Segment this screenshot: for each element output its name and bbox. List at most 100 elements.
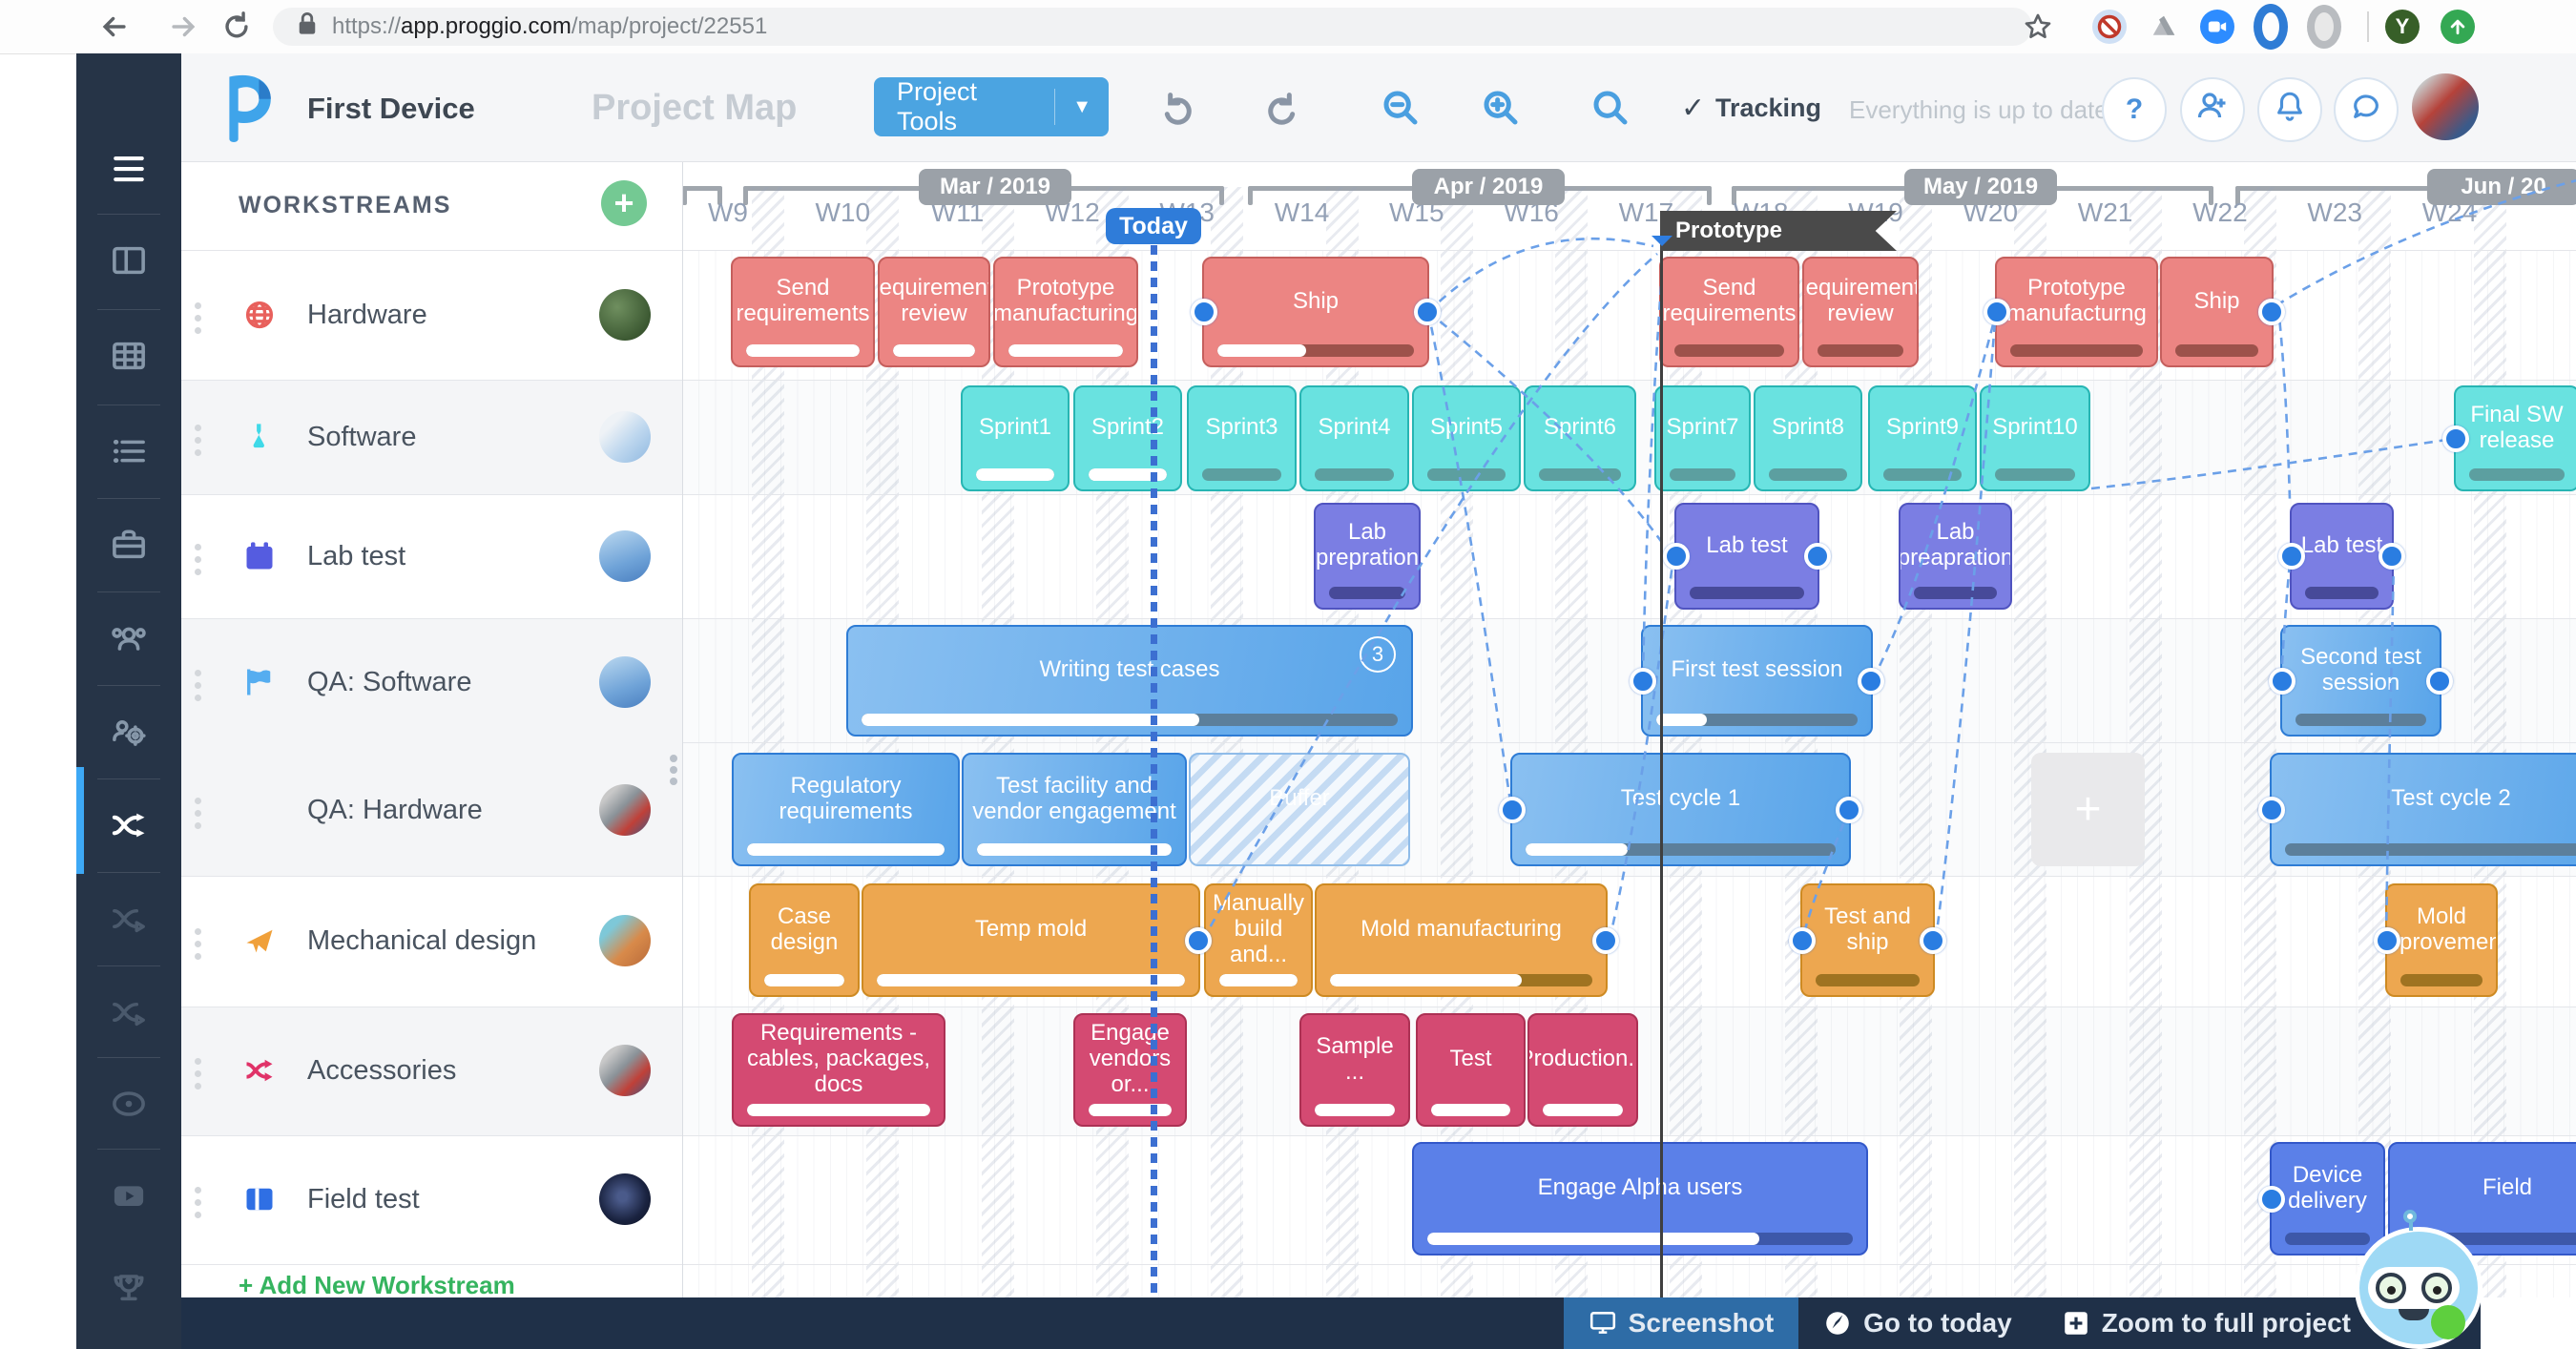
workstream-row[interactable]: Hardware: [181, 282, 682, 347]
task-bar-test[interactable]: Test: [1416, 1013, 1526, 1127]
workstream-avatar[interactable]: [599, 656, 651, 708]
task-bar-test-and-ship[interactable]: Test and ship: [1800, 883, 1935, 997]
connector-dot[interactable]: [2374, 926, 2400, 954]
workstream-row[interactable]: Software: [181, 405, 682, 469]
workstream-avatar[interactable]: [599, 530, 651, 582]
browser-forward-icon[interactable]: [164, 8, 202, 46]
workstream-avatar[interactable]: [599, 915, 651, 966]
invite-user-button[interactable]: [2180, 77, 2245, 142]
drag-handle[interactable]: [195, 664, 201, 707]
extension-drive-icon[interactable]: [2147, 10, 2181, 44]
task-bar-mold-manufacturing[interactable]: Mold manufacturing: [1315, 883, 1608, 997]
connector-dot[interactable]: [1858, 667, 1884, 695]
drag-handle[interactable]: [195, 1181, 201, 1224]
connector-dot[interactable]: [1663, 543, 1690, 570]
connector-dot[interactable]: [1414, 299, 1441, 325]
workstream-avatar[interactable]: [599, 289, 651, 341]
workstream-row[interactable]: QA: Software: [181, 650, 682, 715]
connector-dot[interactable]: [1789, 926, 1816, 954]
connector-dot[interactable]: [2278, 543, 2305, 570]
connector-dot[interactable]: [1630, 667, 1656, 695]
connector-dot[interactable]: [1920, 926, 1946, 954]
task-bar-ship[interactable]: Ship: [2160, 257, 2274, 367]
connector-dot[interactable]: [2258, 796, 2285, 823]
drag-handle[interactable]: [195, 1052, 201, 1095]
add-workstream-button[interactable]: +: [601, 180, 647, 226]
task-bar-final-sw-release[interactable]: Final SW release: [2454, 385, 2576, 491]
workstream-avatar[interactable]: [599, 1045, 651, 1096]
workstream-avatar[interactable]: [599, 1173, 651, 1225]
workstream-avatar[interactable]: [599, 784, 651, 836]
connector-dot[interactable]: [2442, 425, 2469, 452]
sidebar-item-menu[interactable]: [76, 135, 181, 202]
workstream-row[interactable]: Mechanical design: [181, 908, 682, 973]
task-bar-sample-[interactable]: Sample ...: [1299, 1013, 1410, 1127]
task-bar-sprint2[interactable]: Sprint2: [1073, 385, 1182, 491]
bookmark-star-icon[interactable]: [2019, 8, 2057, 46]
task-bar-engage-alpha-users[interactable]: Engage Alpha users: [1412, 1142, 1868, 1256]
sidebar-item-shuffle-alt[interactable]: [76, 885, 181, 952]
search-button[interactable]: [1587, 84, 1634, 132]
task-bar-sprint1[interactable]: Sprint1: [961, 385, 1070, 491]
task-bar-sprint9[interactable]: Sprint9: [1868, 385, 1977, 491]
drag-handle[interactable]: [195, 792, 201, 835]
connector-dot[interactable]: [1592, 926, 1619, 954]
task-bar-sprint6[interactable]: Sprint6: [1524, 385, 1636, 491]
sidebar-item-shuffle-active[interactable]: [76, 792, 181, 859]
task-bar-sprint4[interactable]: Sprint4: [1299, 385, 1409, 491]
connector-dot[interactable]: [2269, 667, 2296, 695]
connector-dot[interactable]: [1984, 299, 2010, 325]
screenshot-button[interactable]: Screenshot: [1563, 1297, 1799, 1349]
project-tools-button[interactable]: Project Tools ▼: [874, 77, 1109, 136]
drag-handle[interactable]: [195, 297, 201, 340]
connector-dot[interactable]: [1836, 796, 1862, 823]
extension-zoom-icon[interactable]: [2200, 10, 2234, 44]
task-bar-send-requirements[interactable]: Send requirements: [1659, 257, 1799, 367]
assistant-robot-avatar[interactable]: [2355, 1210, 2483, 1349]
task-bar-test-facility-and-vendor-engagement[interactable]: Test facility and vendor engagement: [962, 753, 1187, 866]
task-bar-test-cycle-2[interactable]: Test cycle 2: [2270, 753, 2576, 866]
browser-back-icon[interactable]: [95, 8, 134, 46]
task-bar-requirements-review[interactable]: Requirements review: [1802, 257, 1919, 367]
task-bar-prototype-manufacturng[interactable]: Prototype manufacturng: [1995, 257, 2158, 367]
today-badge[interactable]: Today: [1106, 208, 1201, 244]
workstream-row[interactable]: Field test: [181, 1167, 682, 1232]
task-bar-buffer[interactable]: Buffer: [1189, 753, 1410, 866]
sidebar-item-team-settings[interactable]: [76, 698, 181, 765]
connector-dot[interactable]: [2426, 667, 2453, 695]
task-bar-engage-vendors-or-[interactable]: Engage vendors or...: [1073, 1013, 1187, 1127]
zoom-out-button[interactable]: [1377, 84, 1424, 132]
task-bar-regulatory-requirements[interactable]: Regulatory requirements: [732, 753, 960, 866]
task-bar-ship[interactable]: Ship: [1202, 257, 1429, 367]
task-bar-mold-improvement[interactable]: Mold improvement: [2385, 883, 2498, 997]
sidebar-item-list[interactable]: [76, 418, 181, 485]
sidebar-item-team[interactable]: [76, 605, 181, 672]
connector-dot[interactable]: [2258, 1185, 2285, 1213]
add-new-workstream-row[interactable]: + Add New Workstream: [239, 1271, 515, 1299]
task-bar-lab-test[interactable]: Lab test: [2290, 503, 2394, 610]
connector-dot[interactable]: [2379, 543, 2405, 570]
sidebar-item-target[interactable]: [76, 1070, 181, 1137]
connector-dot[interactable]: [2258, 299, 2285, 325]
task-bar-requirements-cables-packages-docs[interactable]: Requirements - cables, packages, docs: [732, 1013, 945, 1127]
sidebar-item-trophy[interactable]: [76, 1254, 181, 1320]
drag-handle[interactable]: [195, 923, 201, 965]
task-bar-lab-prepration[interactable]: Lab prepration: [1314, 503, 1421, 610]
task-bar-sprint7[interactable]: Sprint7: [1654, 385, 1751, 491]
task-bar-sprint5[interactable]: Sprint5: [1412, 385, 1521, 491]
workstream-row[interactable]: QA: Hardware: [181, 778, 682, 842]
extension-update-icon[interactable]: [2441, 10, 2475, 44]
task-bar-test-cycle-1[interactable]: Test cycle 1: [1510, 753, 1851, 866]
workstream-avatar[interactable]: [599, 411, 651, 463]
task-bar-case-design[interactable]: Case design: [749, 883, 860, 997]
drag-handle[interactable]: [195, 419, 201, 462]
task-bar--[interactable]: +: [2031, 753, 2145, 866]
proggio-logo[interactable]: [218, 71, 277, 150]
task-bar-lab-preapration[interactable]: Lab preapration: [1899, 503, 2012, 610]
tracking-check-icon[interactable]: ✓: [1681, 93, 1706, 124]
sidebar-item-table[interactable]: [76, 322, 181, 389]
task-bar-second-test-session[interactable]: Second test session: [2280, 625, 2441, 737]
connector-dot[interactable]: [1804, 543, 1831, 570]
address-bar[interactable]: https://app.proggio.com/map/project/2255…: [273, 8, 2032, 46]
tracking-toggle[interactable]: Tracking: [1715, 93, 1822, 122]
